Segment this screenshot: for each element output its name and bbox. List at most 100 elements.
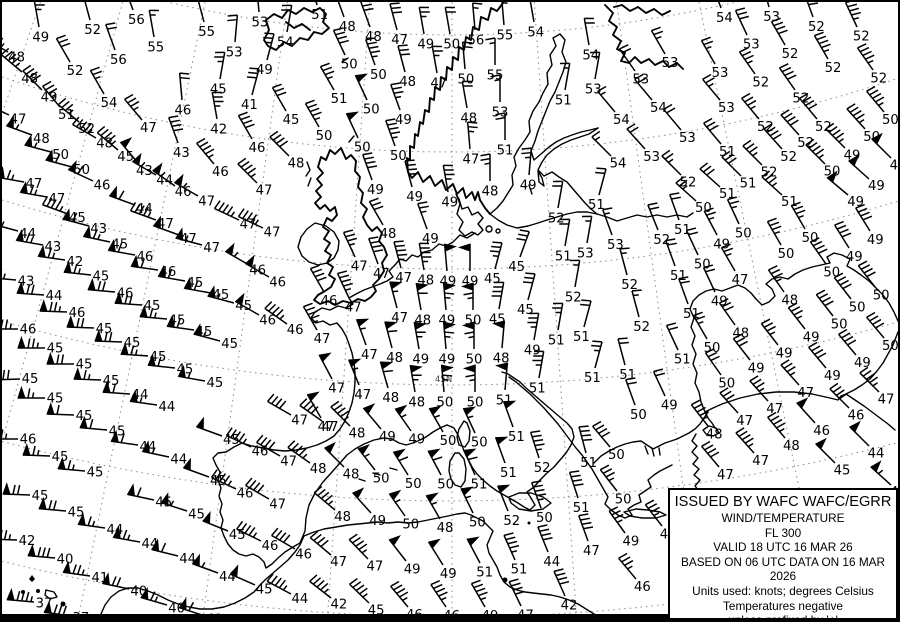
temperature-value: 51 — [740, 177, 757, 192]
station: 51 — [617, 337, 636, 383]
station: 49 — [457, 243, 478, 290]
temperature-value: 50 — [873, 288, 890, 303]
station: 49 — [441, 164, 458, 210]
temperature-value: 46 — [634, 580, 651, 595]
station: 52 — [661, 149, 696, 191]
temperature-value: 47 — [330, 555, 347, 570]
station: 46 — [236, 520, 278, 554]
station: 56 — [128, 2, 145, 28]
temperature-value: 51 — [497, 144, 514, 159]
temperature-value: 51 — [674, 353, 691, 368]
temperature-value: 42 — [210, 122, 227, 137]
temperature-value: 47 — [361, 348, 378, 363]
temperature-value: 48 — [437, 521, 454, 536]
station: 40 — [101, 572, 147, 600]
temperature-value: 50 — [402, 518, 419, 533]
temperature-value: 44 — [46, 289, 63, 304]
island-crete — [623, 508, 667, 519]
temperature-value: 52 — [67, 64, 84, 79]
station: 49 — [652, 368, 678, 414]
temperature-value: 51 — [670, 269, 687, 284]
temperature-value: 50 — [695, 201, 712, 216]
temperature-value: 44 — [156, 174, 173, 189]
temperature-value: 47 — [198, 195, 215, 210]
station: 44 — [266, 573, 308, 607]
station: 45 — [22, 443, 68, 465]
station: 51 — [568, 470, 589, 516]
temperature-value: 50 — [370, 68, 387, 83]
temperature-value: 45 — [508, 260, 525, 275]
station: 42 — [210, 91, 227, 137]
station: 51 — [495, 436, 517, 481]
station: 43 — [168, 115, 190, 161]
temperature-value: 56 — [128, 13, 145, 28]
station: 51 — [584, 340, 603, 386]
island-djerba — [502, 577, 508, 583]
station: 46 — [237, 111, 265, 156]
station: 48 — [360, 2, 382, 45]
station: 47 — [237, 157, 272, 199]
temperature-value: 45 — [221, 337, 238, 352]
station: 47 — [578, 513, 600, 559]
temperature-value: 47 — [462, 152, 479, 167]
station: 51 — [665, 322, 691, 368]
station: 45 — [94, 329, 140, 351]
station: 52 — [497, 484, 520, 529]
temperature-value: 47 — [314, 332, 331, 347]
bottom-bar — [2, 614, 898, 620]
islands-canaries — [44, 589, 58, 600]
temperature-value: 54 — [101, 96, 118, 111]
station: 52 — [741, 92, 774, 135]
station: 48 — [480, 153, 498, 200]
station: 45 — [271, 83, 300, 128]
station: 40 — [27, 543, 73, 567]
temperature-value: 45 — [111, 238, 128, 253]
temperature-value: 51 — [580, 456, 597, 471]
temperature-value: 49 — [776, 346, 793, 361]
station: 52 — [565, 259, 582, 305]
temperature-value: 49 — [868, 179, 885, 194]
coastline-finland-south — [537, 127, 599, 215]
station: 44 — [108, 185, 153, 217]
station: 50 — [457, 41, 474, 87]
station: 50 — [304, 99, 332, 144]
station: 46 — [210, 469, 253, 502]
station: 50 — [625, 377, 647, 423]
station: 54 — [591, 130, 626, 172]
station: 46 — [2, 319, 36, 338]
station: 49 — [352, 487, 386, 529]
station: 50 — [599, 464, 632, 507]
temperature-value: 48 — [288, 157, 305, 172]
station: 53 — [650, 26, 678, 71]
station: 54 — [277, 4, 294, 50]
temperature-value: 46 — [295, 548, 312, 563]
station: 48 — [337, 2, 356, 35]
temperature-value: 48 — [343, 468, 360, 483]
legend-level: FL 300 — [764, 525, 802, 540]
station: 45 — [160, 492, 205, 523]
station: 56 — [105, 22, 127, 68]
station: 49 — [417, 201, 439, 247]
temperature-value: 51 — [781, 195, 798, 210]
station: 51 — [529, 350, 546, 396]
station: 47 — [389, 281, 408, 326]
temperature-value: 51 — [508, 430, 525, 445]
legend-based-time: BASED ON 06 UTC DATA ON 16 MAR 2026 — [680, 554, 886, 584]
station: 47 — [389, 2, 408, 48]
station: 47 — [124, 93, 157, 136]
temperature-value: 45 — [283, 113, 300, 128]
station: 49 — [394, 404, 425, 448]
station: 52 — [529, 430, 550, 476]
temperature-value: 56 — [110, 53, 127, 68]
station: 46 — [39, 299, 85, 321]
station: 49 — [390, 82, 412, 128]
station: 48 — [324, 441, 360, 483]
coastline-turkey-west — [691, 433, 701, 492]
temperature-value: 45 — [186, 276, 203, 291]
temperature-value: 47 — [736, 414, 753, 429]
temperature-value: 46 — [252, 445, 269, 460]
station: 53 — [577, 215, 594, 261]
temperature-value: 50 — [373, 471, 390, 486]
station: 51 — [548, 302, 565, 348]
station: 43 — [62, 208, 107, 237]
